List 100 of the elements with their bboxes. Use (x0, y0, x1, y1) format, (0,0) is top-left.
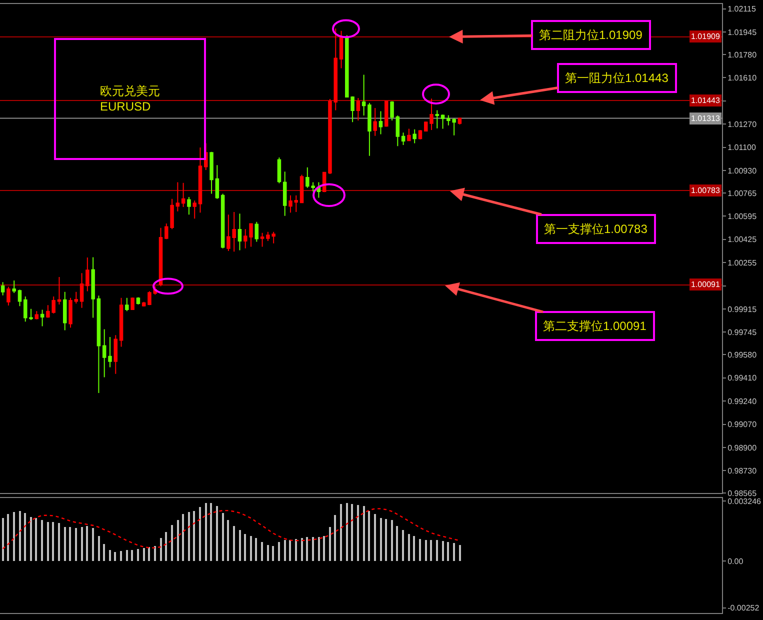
bar (154, 546, 156, 562)
bar (402, 530, 404, 562)
bar (98, 536, 100, 562)
bar (148, 547, 150, 562)
bar (250, 536, 252, 562)
candlestick (277, 156, 282, 184)
bar (442, 541, 444, 562)
y-tick-label: 0.99915 (728, 304, 758, 314)
bar (103, 544, 105, 562)
candlestick (260, 232, 264, 248)
bar (396, 526, 398, 562)
bar (289, 540, 291, 562)
candlestick (401, 132, 406, 146)
bar (267, 545, 269, 562)
y-tick-label: 1.00425 (728, 235, 758, 244)
bar (391, 520, 393, 562)
y-tick-label: 1.00255 (728, 258, 758, 268)
bar (188, 512, 190, 562)
candlestick (12, 280, 16, 294)
bar (165, 532, 167, 562)
candlestick (86, 257, 90, 292)
candlestick (440, 114, 445, 130)
candlestick (220, 193, 225, 249)
bar (86, 526, 88, 562)
bar (205, 503, 207, 562)
bar (357, 505, 359, 562)
candlestick (6, 286, 10, 306)
candlestick (378, 110, 383, 135)
candlestick (238, 213, 242, 251)
ref-line-label: 1.00091 (691, 280, 720, 289)
candlestick (0, 282, 5, 296)
y-tick-label: 0.99070 (728, 420, 758, 430)
bar (284, 540, 286, 562)
candlestick (91, 256, 95, 318)
bar (447, 542, 449, 562)
bar (368, 511, 370, 562)
bar (413, 536, 415, 562)
bar (430, 540, 432, 562)
candlestick (254, 221, 259, 242)
candlestick (407, 128, 411, 142)
candlestick (187, 196, 191, 216)
bar (425, 540, 427, 562)
bar (351, 504, 353, 562)
bar (75, 528, 77, 562)
candlestick (288, 194, 292, 214)
bar (301, 538, 303, 562)
candlestick (130, 297, 134, 311)
candlestick (294, 194, 298, 212)
bar (408, 534, 410, 562)
ref-line-label: 1.00783 (691, 186, 720, 195)
candlestick (96, 295, 101, 394)
bar (363, 506, 365, 562)
ref-line-label: 1.01443 (691, 96, 720, 105)
bar (227, 520, 229, 562)
y-tick-label: 1.00765 (728, 188, 758, 198)
bar (177, 520, 179, 562)
candlestick (390, 100, 394, 122)
bar (385, 519, 387, 562)
bar (81, 527, 83, 562)
candlestick (418, 130, 422, 140)
bar (41, 520, 43, 562)
candlestick (68, 297, 72, 328)
candlestick (80, 272, 84, 308)
bar (2, 518, 4, 562)
line-series (2, 508, 460, 550)
bar (52, 522, 54, 562)
bar (453, 543, 455, 562)
bar (35, 518, 37, 562)
bar (47, 522, 49, 562)
bar (193, 511, 195, 562)
bar (459, 545, 461, 562)
bar (306, 537, 308, 562)
bar (199, 507, 201, 562)
bar (210, 503, 212, 562)
ref-line-label: 1.01313 (691, 114, 720, 123)
y-tick-label: 1.01270 (728, 120, 758, 129)
y-tick-label: 1.01100 (728, 143, 756, 152)
candlestick (108, 336, 112, 368)
bar (329, 527, 331, 562)
candlestick (18, 289, 22, 307)
y-tick-label: 0.99240 (728, 396, 758, 406)
bar (255, 538, 257, 562)
bar (109, 550, 111, 562)
candlestick (198, 147, 202, 214)
bar (244, 534, 246, 562)
y-tick-label: 0.99580 (728, 350, 758, 360)
candlestick (40, 309, 44, 327)
candlestick (192, 200, 196, 220)
y-tick-label: 1.01945 (728, 28, 758, 37)
candlestick (396, 114, 400, 147)
candlestick (362, 74, 366, 116)
bar (69, 527, 71, 562)
bar (295, 539, 297, 562)
y-tick-label: 0.99745 (728, 328, 758, 337)
bar (7, 514, 9, 562)
bar (58, 523, 60, 562)
y-tick-label: 1.02115 (728, 4, 756, 14)
bar (340, 504, 342, 562)
bar (131, 550, 133, 562)
ref-line-label: 1.01909 (691, 32, 720, 41)
